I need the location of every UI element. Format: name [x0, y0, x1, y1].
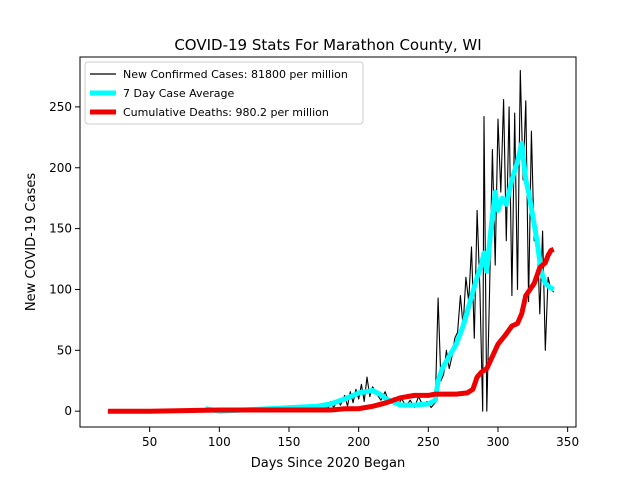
y-tick-label: 200 [49, 161, 72, 175]
x-tick-label: 350 [556, 435, 579, 449]
y-axis: 0 50 100 150 200 250 [49, 100, 80, 418]
legend-label-7-day-average: 7 Day Case Average [123, 87, 235, 100]
x-axis-label: Days Since 2020 Began [251, 456, 406, 471]
x-tick-label: 150 [278, 435, 301, 449]
plot-frame [79, 56, 577, 428]
x-tick-label: 250 [417, 435, 440, 449]
y-axis-label: New COVID-19 Cases [24, 173, 39, 311]
legend: New Confirmed Cases: 81800 per million 7… [84, 61, 364, 125]
x-tick-label: 100 [208, 435, 231, 449]
legend-box [84, 61, 364, 125]
x-tick-label: 200 [347, 435, 370, 449]
legend-label-cumulative-deaths: Cumulative Deaths: 980.2 per million [123, 106, 329, 119]
y-tick-label: 250 [49, 100, 72, 114]
chart-title: COVID-19 Stats For Marathon County, WI [174, 36, 481, 54]
x-tick-label: 300 [487, 435, 510, 449]
seven-day-average-line [204, 140, 555, 414]
y-tick-label: 0 [64, 404, 72, 418]
series-layer [107, 69, 555, 414]
y-tick-label: 150 [49, 222, 72, 236]
x-axis: 50 100 150 200 250 300 350 [142, 427, 579, 449]
y-tick-label: 100 [49, 282, 72, 296]
x-tick-label: 50 [142, 435, 157, 449]
y-tick-label: 50 [57, 343, 72, 357]
cumulative-deaths-line [107, 247, 555, 414]
legend-label-new-cases: New Confirmed Cases: 81800 per million [123, 68, 348, 81]
